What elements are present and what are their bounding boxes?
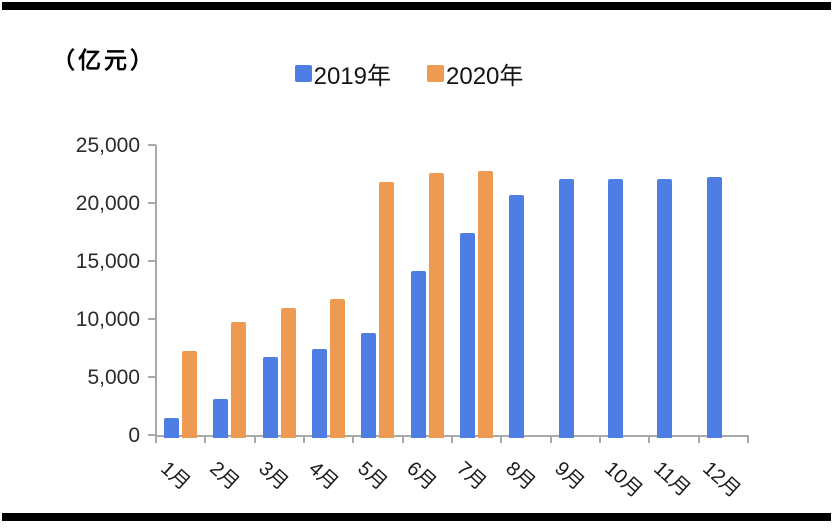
x-tick-mark xyxy=(549,435,552,443)
x-tick-label-4: 4月 xyxy=(303,457,342,495)
bar-2019年-6月 xyxy=(410,271,426,438)
bar-2019年-5月 xyxy=(361,333,377,438)
legend-label-2020: 2020年 xyxy=(446,63,524,90)
y-tick-label: 15,000 xyxy=(75,250,140,273)
x-tick-label-1: 1月 xyxy=(155,457,194,495)
bar-group-9 xyxy=(551,145,600,438)
x-tick-mark xyxy=(599,435,601,443)
top-border-rule xyxy=(2,2,831,10)
bar-2019年-2月 xyxy=(213,399,229,438)
bar-2020年-5月 xyxy=(379,182,395,438)
bar-group-1 xyxy=(156,145,205,438)
plot-area xyxy=(155,145,749,438)
legend-swatch-2019 xyxy=(294,65,312,82)
legend-item-2019: 2019年 xyxy=(294,56,391,91)
y-tick-label: 0 xyxy=(128,424,140,447)
x-tick-mark xyxy=(352,435,355,443)
x-tick-mark xyxy=(648,435,651,443)
legend: 2019年 2020年 xyxy=(0,56,818,91)
bar-group-8 xyxy=(501,145,550,438)
y-tick-label: 20,000 xyxy=(75,192,140,215)
x-tick-label-10: 10月 xyxy=(599,457,647,503)
bottom-border-rule xyxy=(2,513,831,521)
bar-2020年-6月 xyxy=(428,173,444,438)
y-axis-line xyxy=(155,145,157,437)
bar-2019年-9月 xyxy=(558,179,574,438)
bar-2020年-4月 xyxy=(330,299,346,438)
y-tick-mark xyxy=(148,202,156,204)
x-tick-mark xyxy=(303,435,305,443)
y-tick-mark xyxy=(148,318,156,320)
bar-group-2 xyxy=(205,145,254,438)
bar-2019年-7月 xyxy=(460,233,476,438)
bar-2020年-1月 xyxy=(182,351,198,438)
bar-group-10 xyxy=(600,145,649,438)
bar-group-12 xyxy=(699,145,748,438)
y-tick-label: 5,000 xyxy=(87,366,140,389)
x-tick-label-6: 6月 xyxy=(402,457,441,495)
y-tick-label: 10,000 xyxy=(75,308,140,331)
bar-group-5 xyxy=(353,145,402,438)
x-tick-mark xyxy=(747,435,749,443)
legend-item-2020: 2020年 xyxy=(427,56,523,91)
bar-group-7 xyxy=(452,145,501,438)
legend-swatch-2020 xyxy=(427,65,444,82)
bar-2019年-4月 xyxy=(312,349,328,438)
bar-group-6 xyxy=(403,145,452,438)
x-tick-label-8: 8月 xyxy=(501,457,540,495)
x-tick-mark xyxy=(401,435,404,443)
bars-container xyxy=(156,145,748,438)
y-tick-mark xyxy=(148,376,156,378)
y-tick-mark xyxy=(148,144,156,146)
x-tick-label-7: 7月 xyxy=(451,457,490,495)
bar-2020年-2月 xyxy=(231,322,247,438)
x-tick-mark xyxy=(451,435,453,443)
bar-2019年-12月 xyxy=(706,177,722,438)
bar-2019年-11月 xyxy=(657,179,673,438)
y-tick-mark xyxy=(148,260,156,262)
x-tick-label-9: 9月 xyxy=(550,457,589,495)
bar-2019年-1月 xyxy=(164,418,180,438)
x-tick-mark xyxy=(253,435,256,443)
x-tick-mark xyxy=(697,435,700,443)
y-tick-label: 25,000 xyxy=(75,134,140,157)
x-tick-mark xyxy=(155,435,157,443)
x-tick-label-11: 11月 xyxy=(649,457,695,502)
bar-group-4 xyxy=(304,145,353,438)
legend-label-2019: 2019年 xyxy=(313,63,391,90)
bar-2020年-7月 xyxy=(478,171,494,438)
bar-2020年-3月 xyxy=(280,308,296,438)
axis-unit-label: （亿元） xyxy=(52,47,156,74)
bar-2019年-10月 xyxy=(608,179,624,438)
x-tick-label-12: 12月 xyxy=(698,457,745,503)
x-tick-mark xyxy=(204,435,207,443)
bar-group-3 xyxy=(255,145,304,438)
x-tick-label-5: 5月 xyxy=(353,457,392,495)
x-tick-label-3: 3月 xyxy=(254,457,293,495)
bar-group-11 xyxy=(649,145,698,438)
x-tick-label-2: 2月 xyxy=(205,457,244,495)
x-axis-line xyxy=(155,435,749,437)
bar-2019年-8月 xyxy=(509,195,525,438)
x-tick-mark xyxy=(500,435,503,443)
y-tick-mark xyxy=(148,434,156,436)
bar-2019年-3月 xyxy=(262,357,278,438)
